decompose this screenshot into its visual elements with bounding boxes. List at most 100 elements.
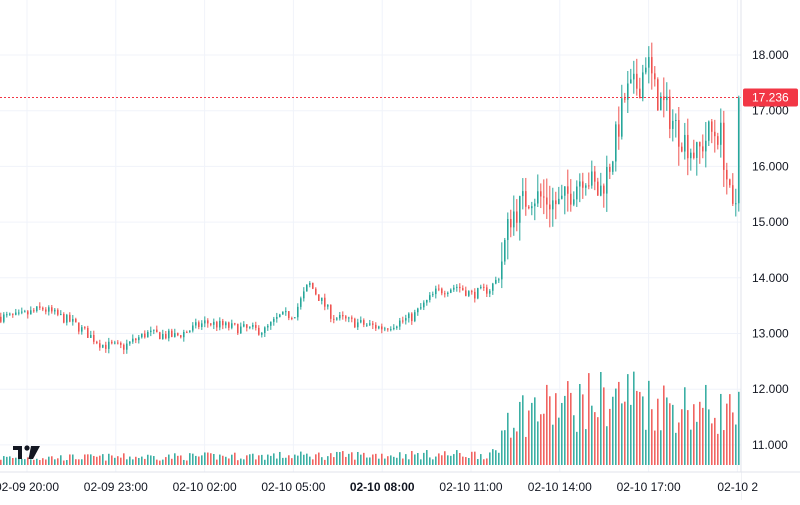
candle-211[interactable] bbox=[633, 60, 635, 94]
candle-15[interactable] bbox=[45, 307, 47, 315]
candle-75[interactable] bbox=[225, 321, 227, 329]
candle-71[interactable] bbox=[213, 318, 215, 330]
candle-109[interactable] bbox=[327, 304, 329, 310]
candle-177[interactable] bbox=[531, 201, 533, 216]
candle-180[interactable] bbox=[540, 183, 542, 209]
candle-140[interactable] bbox=[420, 303, 422, 310]
candle-27[interactable] bbox=[81, 324, 83, 335]
candle-39[interactable] bbox=[117, 340, 119, 345]
candle-172[interactable] bbox=[516, 199, 518, 232]
candle-78[interactable] bbox=[234, 322, 236, 326]
candle-60[interactable] bbox=[180, 334, 182, 339]
candle-4[interactable] bbox=[12, 313, 14, 318]
time-axis[interactable]: 02-09 20:00 02-09 23:00 02-10 02:00 02-10 0… bbox=[0, 471, 800, 500]
candle-201[interactable] bbox=[603, 183, 605, 208]
candle-168[interactable] bbox=[504, 237, 506, 265]
candle-108[interactable] bbox=[324, 293, 326, 311]
candle-56[interactable] bbox=[168, 328, 170, 342]
candle-13[interactable] bbox=[39, 302, 41, 311]
candle-154[interactable] bbox=[462, 285, 464, 291]
candle-53[interactable] bbox=[159, 331, 161, 340]
candle-117[interactable] bbox=[351, 315, 353, 323]
last-price-tag[interactable]: 17.236 bbox=[743, 88, 798, 107]
candle-96[interactable] bbox=[288, 311, 290, 321]
candle-212[interactable] bbox=[636, 58, 638, 96]
candle-74[interactable] bbox=[222, 318, 224, 330]
candle-57[interactable] bbox=[171, 328, 173, 338]
candle-93[interactable] bbox=[279, 313, 281, 318]
candle-147[interactable] bbox=[441, 287, 443, 296]
candle-59[interactable] bbox=[177, 332, 179, 337]
candle-223[interactable] bbox=[669, 89, 671, 139]
candle-69[interactable] bbox=[207, 318, 209, 328]
candle-1[interactable] bbox=[3, 312, 5, 324]
candle-77[interactable] bbox=[231, 319, 233, 330]
candle-113[interactable] bbox=[339, 311, 341, 321]
candle-144[interactable] bbox=[432, 291, 434, 298]
candle-33[interactable] bbox=[99, 339, 101, 351]
candle-160[interactable] bbox=[480, 284, 482, 290]
candle-124[interactable] bbox=[372, 320, 374, 330]
candle-204[interactable] bbox=[612, 160, 614, 175]
candle-26[interactable] bbox=[78, 322, 80, 335]
candle-205[interactable] bbox=[615, 121, 617, 172]
candle-52[interactable] bbox=[156, 325, 158, 333]
candle-112[interactable] bbox=[336, 316, 338, 321]
candle-17[interactable] bbox=[51, 304, 53, 314]
candle-159[interactable] bbox=[477, 287, 479, 300]
candle-20[interactable] bbox=[60, 310, 62, 316]
candle-104[interactable] bbox=[312, 282, 314, 290]
candle-123[interactable] bbox=[369, 319, 371, 327]
candle-116[interactable] bbox=[348, 316, 350, 323]
candle-229[interactable] bbox=[687, 118, 689, 176]
candle-9[interactable] bbox=[27, 310, 29, 319]
candle-235[interactable] bbox=[705, 122, 707, 168]
candle-99[interactable] bbox=[297, 303, 299, 321]
candle-246[interactable] bbox=[738, 95, 740, 212]
candle-194[interactable] bbox=[582, 172, 584, 199]
candle-42[interactable] bbox=[126, 339, 128, 354]
candle-55[interactable] bbox=[165, 331, 167, 340]
candle-202[interactable] bbox=[606, 155, 608, 212]
candle-217[interactable] bbox=[651, 42, 653, 90]
candle-0[interactable] bbox=[0, 312, 2, 324]
candle-7[interactable] bbox=[21, 307, 23, 315]
candle-215[interactable] bbox=[645, 57, 647, 75]
candle-19[interactable] bbox=[57, 308, 59, 317]
candle-243[interactable] bbox=[729, 178, 731, 188]
candle-207[interactable] bbox=[621, 84, 623, 140]
candle-130[interactable] bbox=[390, 326, 392, 332]
candle-240[interactable] bbox=[720, 108, 722, 158]
candle-32[interactable] bbox=[96, 340, 98, 345]
candle-135[interactable] bbox=[405, 314, 407, 325]
candle-2[interactable] bbox=[6, 311, 8, 318]
candle-148[interactable] bbox=[444, 290, 446, 298]
candle-209[interactable] bbox=[627, 70, 629, 114]
candle-80[interactable] bbox=[240, 322, 242, 334]
candle-30[interactable] bbox=[90, 330, 92, 339]
candle-49[interactable] bbox=[147, 330, 149, 338]
candle-82[interactable] bbox=[246, 324, 248, 332]
candles[interactable] bbox=[0, 42, 740, 355]
candle-188[interactable] bbox=[564, 186, 566, 215]
candle-176[interactable] bbox=[528, 204, 530, 210]
candle-162[interactable] bbox=[486, 284, 488, 298]
candle-115[interactable] bbox=[345, 315, 347, 322]
candle-179[interactable] bbox=[537, 174, 539, 208]
candle-203[interactable] bbox=[609, 163, 611, 179]
candle-89[interactable] bbox=[267, 323, 269, 331]
candle-187[interactable] bbox=[561, 184, 563, 200]
tradingview-logo-icon[interactable]: TV bbox=[0, 0, 40, 459]
candle-79[interactable] bbox=[237, 323, 239, 335]
candle-157[interactable] bbox=[471, 289, 473, 295]
candle-81[interactable] bbox=[243, 321, 245, 328]
candle-230[interactable] bbox=[690, 148, 692, 171]
candle-61[interactable] bbox=[183, 329, 185, 342]
candle-178[interactable] bbox=[534, 198, 536, 221]
candle-72[interactable] bbox=[216, 320, 218, 332]
candle-137[interactable] bbox=[411, 312, 413, 325]
candle-28[interactable] bbox=[84, 326, 86, 330]
candle-97[interactable] bbox=[291, 316, 293, 321]
candle-239[interactable] bbox=[717, 132, 719, 150]
candle-51[interactable] bbox=[153, 329, 155, 335]
